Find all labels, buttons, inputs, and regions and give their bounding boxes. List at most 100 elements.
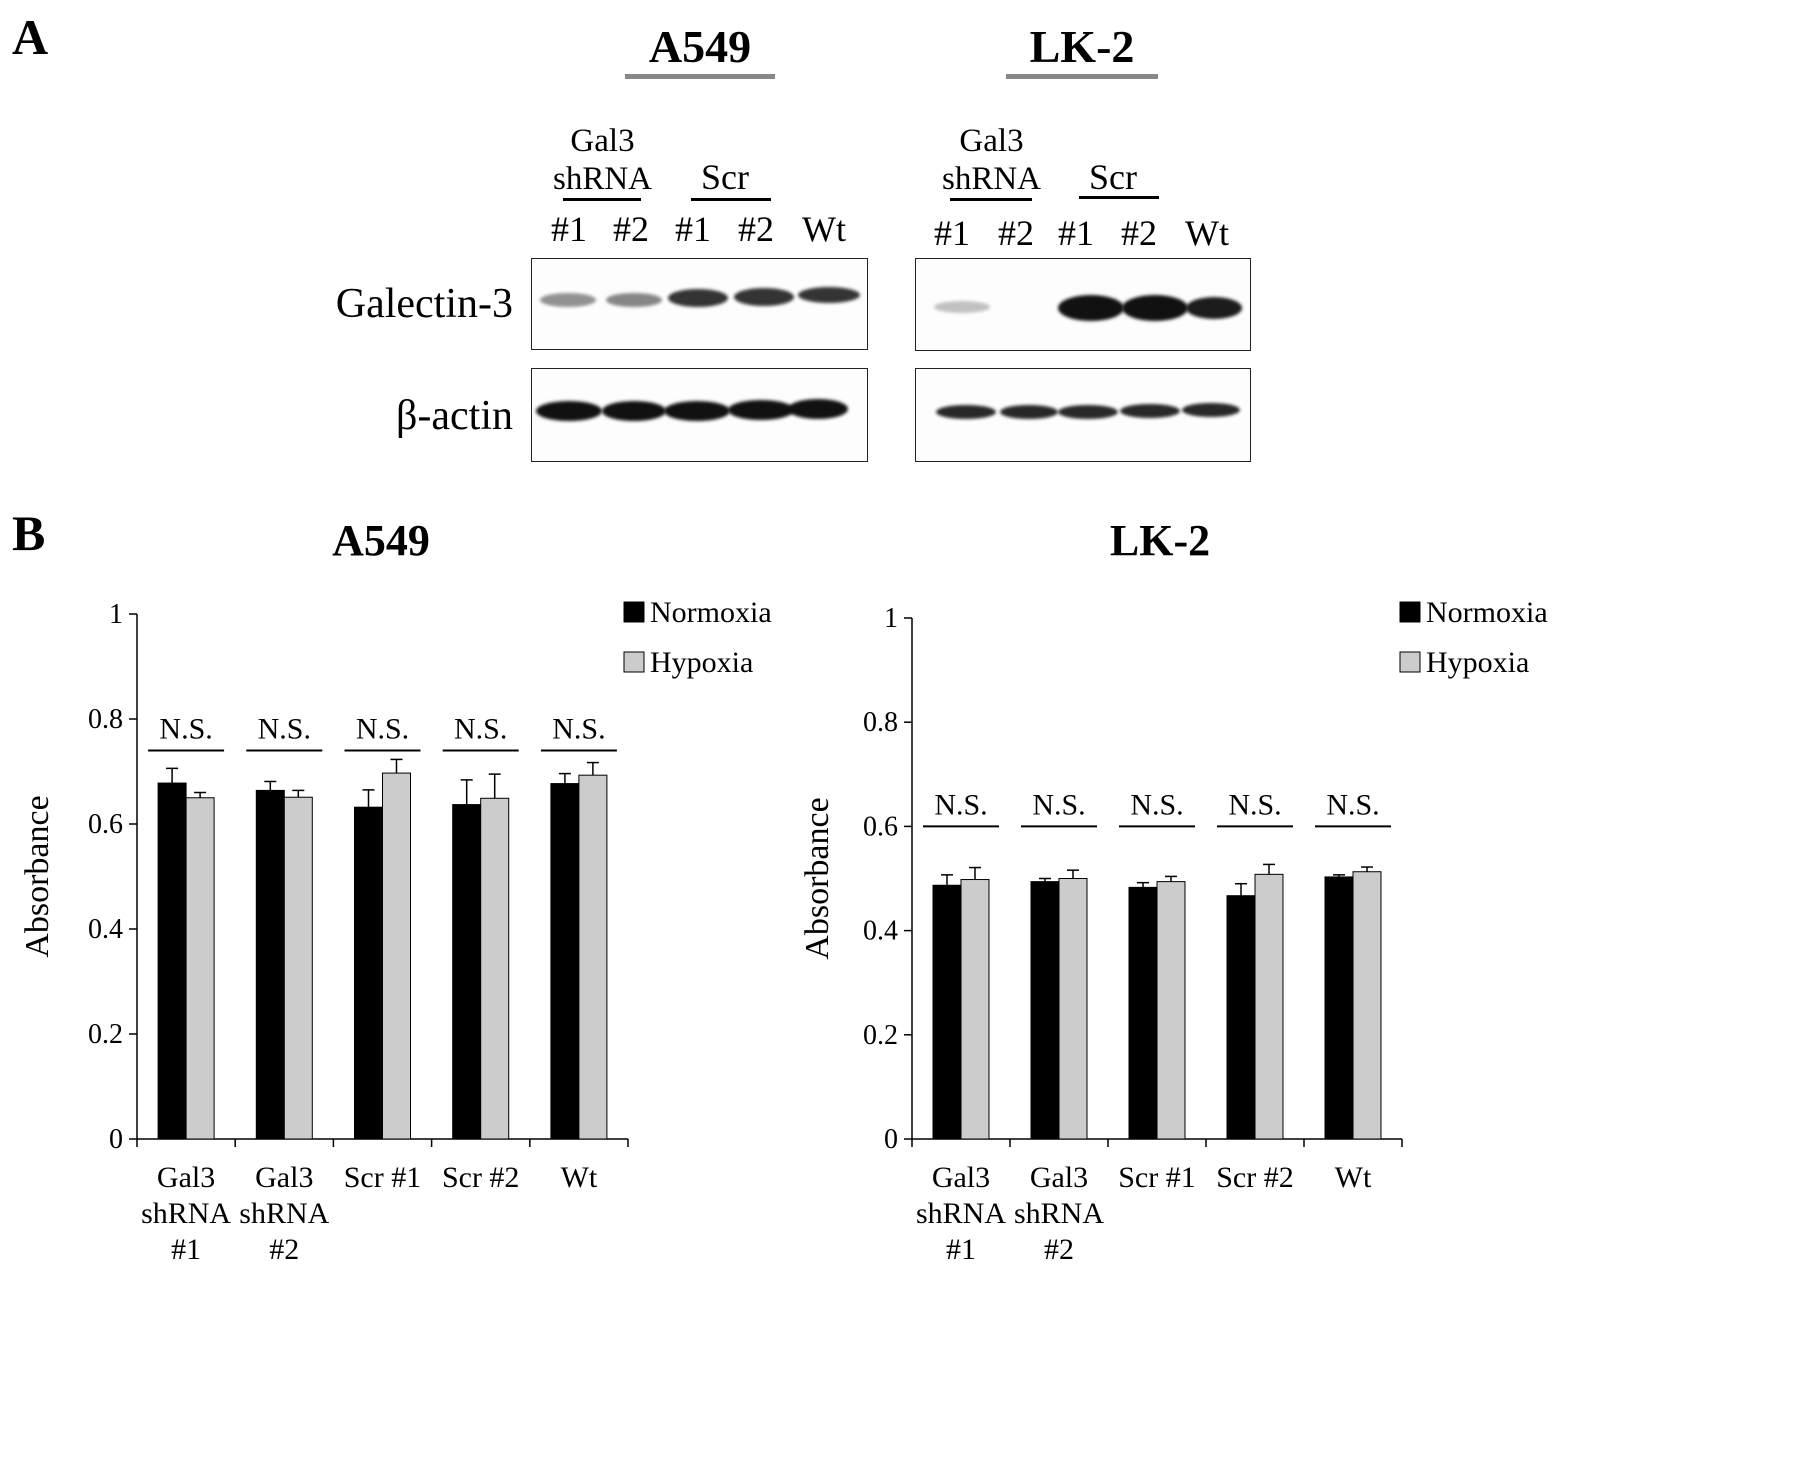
y-tick-label: 1 <box>884 603 898 634</box>
blot-a549-lane: #1 <box>551 209 587 249</box>
blot-a549-lane: #2 <box>738 209 774 249</box>
blot-lk2-title-underline <box>1006 74 1158 79</box>
y-tick-label: 0.2 <box>863 1020 898 1051</box>
blot-lk2-lane: Wt <box>1185 213 1229 253</box>
bar-hypoxia <box>480 797 510 1140</box>
legend-label-normoxia: Normoxia <box>1426 596 1548 629</box>
bar-hypoxia <box>1352 871 1382 1140</box>
band <box>536 401 602 421</box>
y-axis-label: Absorbance <box>19 795 56 957</box>
legend-swatch-hypoxia <box>1399 651 1421 673</box>
y-tick-label: 1 <box>109 599 123 630</box>
bar-hypoxia <box>960 879 990 1140</box>
y-tick-label: 0.2 <box>88 1019 123 1050</box>
band <box>668 289 728 307</box>
x-tick-label: Gal3 <box>157 1161 215 1194</box>
x-tick-label: Scr #1 <box>344 1161 422 1194</box>
x-tick-label: Scr #1 <box>1118 1161 1196 1194</box>
blot-a549-title: A549 <box>648 21 752 72</box>
band <box>1122 295 1188 321</box>
blot-a549-galectin-membrane <box>531 258 868 350</box>
band <box>540 293 596 307</box>
significance-label: N.S. <box>1032 788 1085 821</box>
legend-swatch-hypoxia <box>623 651 645 673</box>
band <box>788 399 848 419</box>
y-tick-label: 0 <box>109 1124 123 1155</box>
significance-label: N.S. <box>552 713 605 746</box>
blot-lk2-lane: #2 <box>1121 213 1157 253</box>
y-tick-label: 0.4 <box>88 914 123 945</box>
row-label-beta-actin: β-actin <box>396 393 513 439</box>
chart-a549-title: A549 <box>332 516 430 565</box>
y-tick-label: 0.8 <box>863 707 898 738</box>
y-axis-label: Absorbance <box>799 797 836 959</box>
x-tick-label: Gal3 <box>255 1161 313 1194</box>
band <box>934 301 990 313</box>
row-label-galectin3: Galectin-3 <box>335 281 513 327</box>
x-tick-label: #2 <box>1044 1233 1074 1266</box>
significance-label: N.S. <box>934 788 987 821</box>
x-tick-label: Wt <box>561 1161 598 1194</box>
bar-normoxia <box>550 783 580 1140</box>
y-tick-label: 0 <box>884 1124 898 1155</box>
x-tick-label: shRNA <box>1014 1197 1104 1230</box>
blot-lk2-group-shrna: Gal3 shRNA <box>941 123 1042 197</box>
panel-a-letter: A <box>12 9 49 65</box>
x-tick-label: shRNA <box>916 1197 1006 1230</box>
blot-lk2-lane: #2 <box>998 213 1034 253</box>
bar-normoxia <box>1324 876 1354 1140</box>
blot-a549-group-scr: Scr <box>701 157 749 197</box>
significance-label: N.S. <box>1130 788 1183 821</box>
x-tick-label: #1 <box>946 1233 976 1266</box>
x-tick-label: #2 <box>269 1233 299 1266</box>
significance-label: N.S. <box>1326 788 1379 821</box>
band <box>936 405 996 419</box>
blot-a549-group-scr-line <box>691 198 771 201</box>
blot-lk2-title: LK-2 <box>1029 21 1135 72</box>
chart-lk2: 00.20.40.60.81AbsorbanceGal3shRNA#1N.S.G… <box>799 596 1548 1266</box>
x-tick-label: shRNA <box>239 1197 329 1230</box>
bar-hypoxia <box>185 797 215 1140</box>
bar-normoxia <box>354 806 383 1140</box>
bar-hypoxia <box>578 774 608 1140</box>
y-tick-label: 0.4 <box>863 916 898 947</box>
legend-swatch-normoxia <box>1399 601 1421 623</box>
bar-hypoxia <box>1254 873 1284 1140</box>
bar-normoxia <box>255 789 285 1140</box>
blot-a549-title-underline <box>625 74 775 79</box>
band <box>1000 405 1058 419</box>
bar-hypoxia <box>382 772 411 1140</box>
blot-lk2-lane: #1 <box>934 213 970 253</box>
blot-lk2-actin-membrane <box>915 368 1251 462</box>
legend-label-hypoxia: Hypoxia <box>1426 646 1529 679</box>
x-tick-label: Wt <box>1335 1161 1372 1194</box>
legend-label-hypoxia: Hypoxia <box>650 646 753 679</box>
band <box>1186 297 1242 319</box>
legend-label-normoxia: Normoxia <box>650 596 772 629</box>
band <box>1058 295 1124 321</box>
blot-lk2-galectin-membrane <box>915 258 1251 351</box>
blot-lk2-group-scr: Scr <box>1089 157 1137 197</box>
band <box>606 293 662 307</box>
significance-label: N.S. <box>356 713 409 746</box>
y-tick-label: 0.8 <box>88 704 123 735</box>
blot-a549-actin-membrane <box>531 368 868 462</box>
significance-label: N.S. <box>1228 788 1281 821</box>
significance-label: N.S. <box>159 713 212 746</box>
bar-hypoxia <box>1156 881 1186 1140</box>
blot-lk2-lane: #1 <box>1058 213 1094 253</box>
blot-a549-lane: #2 <box>613 209 649 249</box>
bar-normoxia <box>452 804 482 1140</box>
bar-normoxia <box>1030 881 1060 1140</box>
x-tick-label: Gal3 <box>1030 1161 1088 1194</box>
band <box>664 401 730 421</box>
bar-normoxia <box>932 884 962 1140</box>
bar-hypoxia <box>1058 878 1088 1140</box>
chart-lk2-title: LK-2 <box>1109 516 1211 565</box>
bar-normoxia <box>1226 895 1256 1140</box>
blot-a549-group-shrna: Gal3 shRNA <box>552 123 653 197</box>
significance-label: N.S. <box>258 713 311 746</box>
bar-normoxia <box>157 782 187 1140</box>
x-tick-label: #1 <box>171 1233 201 1266</box>
blot-a549-lane: Wt <box>802 209 846 249</box>
